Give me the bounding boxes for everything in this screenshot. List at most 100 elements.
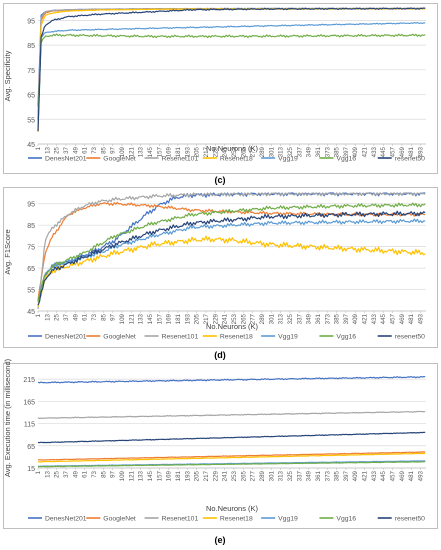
chart-frame xyxy=(3,187,438,348)
x-tick-label: 13 xyxy=(44,146,51,153)
x-tick-label: 373 xyxy=(324,313,331,324)
x-tick-label: 277 xyxy=(250,313,257,324)
x-tick-label: 133 xyxy=(138,313,145,324)
legend-item: DenesNet201 xyxy=(45,334,87,341)
x-tick-label: 313 xyxy=(278,313,285,324)
y-tick-label: 65 xyxy=(27,444,35,451)
x-tick-label: 133 xyxy=(138,146,145,157)
x-tick-label: 421 xyxy=(362,313,369,324)
series-line-vgg16 xyxy=(37,33,426,121)
y-axis-label: Avg. F1Score xyxy=(3,229,12,274)
x-tick-label: 337 xyxy=(296,470,303,481)
x-tick-label: 157 xyxy=(156,313,163,324)
series-line-vgg16 xyxy=(37,202,426,303)
x-tick-label: 265 xyxy=(240,146,247,157)
x-tick-label: 445 xyxy=(380,146,387,157)
y-axis-label: Avg. Specificity xyxy=(3,50,12,101)
x-tick-label: 229 xyxy=(212,470,219,481)
legend-item: Resenet18 xyxy=(220,516,253,523)
x-tick-label: 349 xyxy=(306,313,313,324)
x-tick-label: 217 xyxy=(203,470,210,481)
x-tick-label: 61 xyxy=(82,313,89,320)
x-tick-label: 145 xyxy=(147,313,154,324)
x-tick-label: 229 xyxy=(212,313,219,324)
x-tick-label: 457 xyxy=(390,313,397,324)
x-tick-label: 205 xyxy=(194,313,201,324)
x-tick-label: 193 xyxy=(184,313,191,324)
x-tick-label: 445 xyxy=(380,313,387,324)
y-tick-label: 75 xyxy=(27,245,35,252)
legend-item: DenesNet201 xyxy=(45,516,87,523)
series-line-denesnet201 xyxy=(37,376,426,384)
y-tick-label: 115 xyxy=(24,422,35,429)
x-tick-label: 169 xyxy=(166,470,173,481)
series-line-vgg19 xyxy=(37,218,426,301)
x-tick-label: 121 xyxy=(128,313,135,324)
x-tick-label: 61 xyxy=(82,146,89,153)
x-tick-label: 373 xyxy=(324,470,331,481)
x-tick-label: 97 xyxy=(110,470,117,477)
y-tick-label: 95 xyxy=(27,18,35,25)
x-tick-label: 157 xyxy=(156,470,163,481)
x-tick-label: 421 xyxy=(362,470,369,481)
x-tick-label: 493 xyxy=(418,470,425,481)
x-tick-label: 73 xyxy=(91,313,98,320)
series-line-resenet50 xyxy=(37,210,426,306)
x-tick-label: 481 xyxy=(408,470,415,481)
y-tick-label: 55 xyxy=(27,288,35,295)
x-tick-label: 253 xyxy=(231,146,238,157)
x-tick-label: 25 xyxy=(54,313,61,320)
x-tick-label: 361 xyxy=(315,146,322,157)
x-tick-label: 181 xyxy=(175,313,182,324)
x-tick-label: 37 xyxy=(63,470,70,477)
x-tick-label: 265 xyxy=(240,313,247,324)
legend-item: Vgg19 xyxy=(278,516,298,523)
x-tick-label: 13 xyxy=(44,313,51,320)
x-tick-label: 49 xyxy=(72,470,79,477)
x-tick-label: 409 xyxy=(352,146,359,157)
x-tick-label: 1 xyxy=(35,470,42,474)
x-tick-label: 229 xyxy=(212,146,219,157)
y-tick-label: 65 xyxy=(27,266,35,273)
x-tick-label: 169 xyxy=(166,146,173,157)
x-tick-label: 157 xyxy=(156,146,163,157)
series-line-resenet50 xyxy=(37,7,426,132)
x-tick-label: 37 xyxy=(63,313,70,320)
x-tick-label: 289 xyxy=(259,146,266,157)
series-line-vgg19 xyxy=(37,21,426,120)
x-tick-label: 49 xyxy=(72,313,79,320)
x-tick-label: 457 xyxy=(390,146,397,157)
x-tick-label: 361 xyxy=(315,470,322,481)
legend-item: Resenet101 xyxy=(162,334,199,341)
x-tick-label: 397 xyxy=(343,146,350,157)
x-tick-label: 325 xyxy=(287,146,294,157)
legend-item: GoogleNet xyxy=(103,516,136,523)
series-line-resenet101 xyxy=(37,192,426,310)
x-tick-label: 433 xyxy=(371,470,378,481)
x-tick-label: 373 xyxy=(324,146,331,157)
x-tick-label: 313 xyxy=(278,146,285,157)
x-tick-label: 301 xyxy=(268,313,275,324)
series-line-resenet18 xyxy=(37,235,426,307)
x-tick-label: 217 xyxy=(203,146,210,157)
legend-item: Vgg16 xyxy=(336,334,356,341)
x-tick-label: 409 xyxy=(352,313,359,324)
legend-item: Resenet18 xyxy=(220,156,253,163)
x-tick-label: 97 xyxy=(110,313,117,320)
x-tick-label: 193 xyxy=(184,470,191,481)
x-tick-label: 433 xyxy=(371,146,378,157)
legend-item: Resenet18 xyxy=(220,334,253,341)
x-tick-label: 205 xyxy=(194,146,201,157)
x-tick-label: 493 xyxy=(418,313,425,324)
y-tick-label: 95 xyxy=(27,202,35,209)
x-tick-label: 145 xyxy=(147,470,154,481)
x-tick-label: 85 xyxy=(100,470,107,477)
x-tick-label: 385 xyxy=(334,146,341,157)
x-tick-label: 385 xyxy=(334,313,341,324)
y-tick-label: 45 xyxy=(27,309,35,316)
legend-item: Vgg19 xyxy=(278,156,298,163)
x-tick-label: 445 xyxy=(380,470,387,481)
x-tick-label: 277 xyxy=(250,146,257,157)
x-tick-label: 469 xyxy=(399,470,406,481)
